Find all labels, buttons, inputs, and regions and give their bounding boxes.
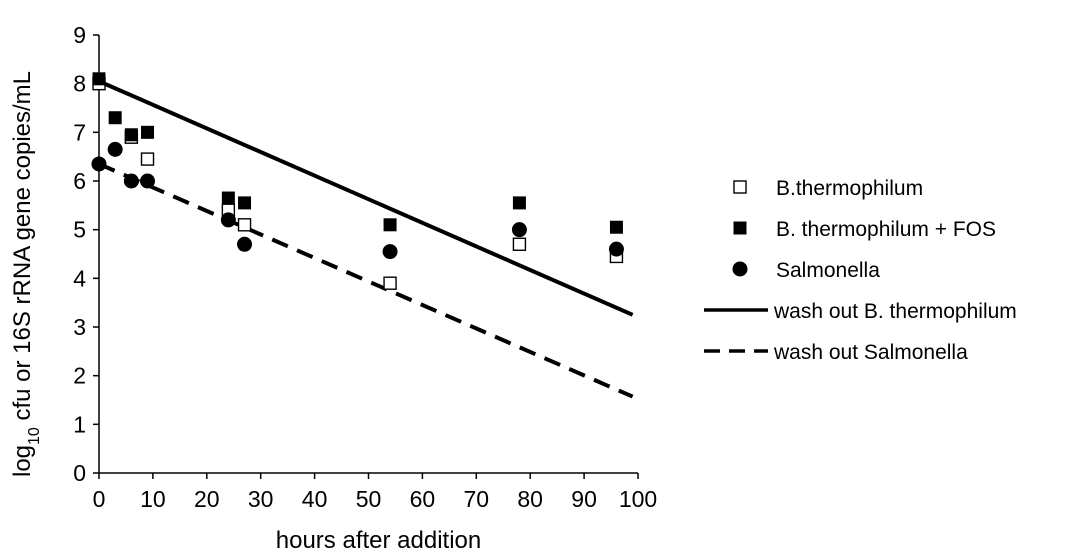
data-point xyxy=(383,276,397,290)
legend-label: wash out B. thermophilum xyxy=(773,300,1017,323)
data-point xyxy=(140,152,155,166)
data-point xyxy=(512,237,527,251)
axes xyxy=(98,35,638,474)
y-tick-label: 5 xyxy=(73,217,86,243)
legend-label: Salmonella xyxy=(776,259,880,282)
x-tick-label: 20 xyxy=(194,486,220,512)
x-tick-label: 40 xyxy=(302,486,328,512)
legend-label: B. thermophilum + FOS xyxy=(776,218,996,241)
x-tick-label: 50 xyxy=(356,486,382,512)
series-line xyxy=(98,162,634,399)
x-axis-title: hours after addition xyxy=(276,527,481,554)
y-tick-label: 4 xyxy=(73,265,86,291)
data-point xyxy=(609,220,623,234)
legend-swatch xyxy=(733,180,747,194)
y-axis-title-subscript: 10 xyxy=(26,427,43,445)
data-point xyxy=(220,212,236,228)
x-tick-label: 30 xyxy=(248,486,274,512)
x-tick-label: 100 xyxy=(619,486,657,512)
data-point xyxy=(221,191,235,205)
x-tick-label: 0 xyxy=(93,486,106,512)
legend-label: B.thermophilum xyxy=(776,177,923,200)
data-point xyxy=(107,141,123,157)
legend: B.thermophilum B. thermophilum + FOS Salmo… xyxy=(704,177,1017,364)
data-point xyxy=(91,156,107,172)
x-tick-label: 90 xyxy=(571,486,597,512)
data-point xyxy=(511,222,527,238)
data-point xyxy=(124,128,138,142)
y-tick-label: 9 xyxy=(73,22,86,48)
data-point xyxy=(141,125,155,139)
y-tick-label: 8 xyxy=(73,71,86,97)
legend-swatch xyxy=(733,221,747,235)
y-tick-label: 2 xyxy=(73,363,86,389)
y-tick-label: 6 xyxy=(73,168,86,194)
data-point xyxy=(123,173,139,189)
data-point xyxy=(140,173,156,189)
data-point xyxy=(383,218,397,232)
series-group xyxy=(91,72,634,399)
series-line xyxy=(98,79,634,317)
x-tick-label: 60 xyxy=(410,486,436,512)
legend-swatch xyxy=(732,261,748,277)
data-point xyxy=(382,244,398,260)
data-point xyxy=(92,72,106,86)
y-tick-label: 0 xyxy=(73,460,86,486)
y-tick-label: 1 xyxy=(73,411,86,437)
x-tick-label: 80 xyxy=(517,486,543,512)
data-point xyxy=(512,196,526,210)
data-point xyxy=(608,241,624,257)
y-axis-title-prefix: log xyxy=(9,445,36,477)
y-axis-title: log10 cfu or 16S rRNA gene copies/mL xyxy=(9,71,43,477)
data-point xyxy=(238,196,252,210)
data-point xyxy=(237,218,252,232)
y-tick-label: 7 xyxy=(73,119,86,145)
y-tick-label: 3 xyxy=(73,314,86,340)
legend-label: wash out Salmonella xyxy=(773,341,968,364)
data-point xyxy=(108,111,122,125)
x-tick-label: 10 xyxy=(140,486,166,512)
y-axis-title-rest: cfu or 16S rRNA gene copies/mL xyxy=(9,71,36,427)
data-point xyxy=(237,236,253,252)
x-tick-label: 70 xyxy=(464,486,490,512)
